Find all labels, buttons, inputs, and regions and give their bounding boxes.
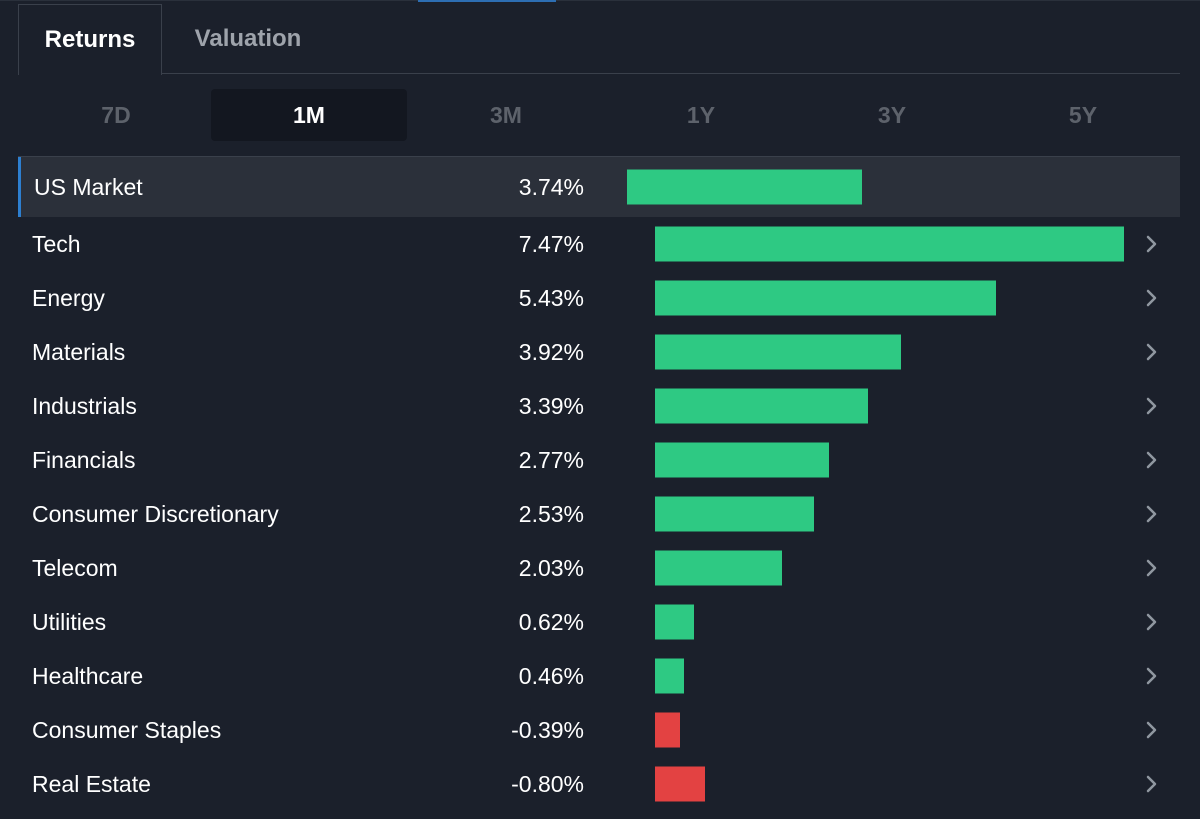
return-bar [655, 226, 1124, 262]
sector-list: US Market 3.74% Tech 7.47% Energy 5.43% Materi… [18, 157, 1180, 811]
sector-return-value: 3.92% [518, 338, 584, 365]
chevron-right-icon[interactable] [1146, 271, 1158, 325]
section-divider [18, 156, 1180, 157]
sector-return-value: 2.77% [518, 446, 584, 473]
sector-return-value: 0.46% [518, 662, 584, 689]
sector-row[interactable]: Tech 7.47% [18, 217, 1180, 271]
period-1y[interactable]: 1Y [686, 101, 716, 128]
sector-row[interactable]: Utilities 0.62% [18, 595, 1180, 649]
sector-name: Industrials [32, 392, 137, 419]
chevron-right-icon[interactable] [1146, 433, 1158, 487]
sector-name: Consumer Staples [32, 716, 222, 743]
sector-return-value: 7.47% [518, 230, 584, 257]
return-bar [655, 604, 694, 640]
return-bar [655, 550, 782, 586]
return-bar [655, 712, 680, 748]
return-bar [627, 169, 862, 205]
sector-row[interactable]: Telecom 2.03% [18, 541, 1180, 595]
sector-name: Tech [32, 230, 81, 257]
return-bar [655, 388, 868, 424]
sector-name: Financials [32, 446, 136, 473]
period-7d[interactable]: 7D [101, 101, 131, 128]
main-tabs: Returns Valuation [18, 4, 1180, 75]
sector-row[interactable]: Real Estate -0.80% [18, 757, 1180, 811]
top-border [0, 0, 1200, 1]
sector-row[interactable]: Materials 3.92% [18, 325, 1180, 379]
sector-return-value: -0.39% [511, 716, 584, 743]
sector-name: US Market [34, 173, 143, 200]
sector-name: Materials [32, 338, 126, 365]
sector-return-value: 0.62% [518, 608, 584, 635]
chevron-right-icon[interactable] [1146, 595, 1158, 649]
sector-name: Telecom [32, 554, 118, 581]
sector-return-value: -0.80% [511, 770, 584, 797]
return-bar [655, 496, 814, 532]
chevron-right-icon[interactable] [1146, 757, 1158, 811]
selected-row-accent [18, 157, 21, 217]
period-5y[interactable]: 5Y [1068, 101, 1098, 128]
sector-row[interactable]: Energy 5.43% [18, 271, 1180, 325]
sector-return-value: 2.53% [518, 500, 584, 527]
period-3m[interactable]: 3M [490, 101, 522, 128]
sector-row[interactable]: Consumer Discretionary 2.53% [18, 487, 1180, 541]
chevron-right-icon[interactable] [1146, 703, 1158, 757]
sector-row[interactable]: Consumer Staples -0.39% [18, 703, 1180, 757]
return-bar [655, 658, 684, 694]
tab-returns[interactable]: Returns [18, 4, 162, 75]
sector-name: Utilities [32, 608, 107, 635]
chevron-right-icon[interactable] [1146, 541, 1158, 595]
chevron-right-icon[interactable] [1146, 487, 1158, 541]
sector-return-value: 3.74% [518, 173, 584, 200]
chevron-right-icon[interactable] [1146, 649, 1158, 703]
period-selector: 7D 1M 3M 1Y 3Y 5Y [18, 89, 1180, 141]
sector-row[interactable]: Healthcare 0.46% [18, 649, 1180, 703]
period-3y[interactable]: 3Y [877, 101, 907, 128]
sector-name: Energy [32, 284, 105, 311]
sector-row[interactable]: Industrials 3.39% [18, 379, 1180, 433]
return-bar [655, 766, 705, 802]
chevron-right-icon[interactable] [1146, 217, 1158, 271]
sector-name: Real Estate [32, 770, 151, 797]
chevron-right-icon[interactable] [1146, 325, 1158, 379]
return-bar [655, 334, 901, 370]
row-us-market[interactable]: US Market 3.74% [18, 157, 1180, 217]
sector-name: Healthcare [32, 662, 144, 689]
sector-return-value: 3.39% [518, 392, 584, 419]
top-accent-line [418, 0, 556, 2]
sector-return-value: 2.03% [518, 554, 584, 581]
return-bar [655, 442, 829, 478]
sector-row[interactable]: Financials 2.77% [18, 433, 1180, 487]
sector-return-value: 5.43% [518, 284, 584, 311]
sector-name: Consumer Discretionary [32, 500, 279, 527]
return-bar [655, 280, 996, 316]
period-1m[interactable]: 1M [211, 89, 407, 141]
tab-valuation[interactable]: Valuation [194, 24, 302, 52]
chevron-right-icon[interactable] [1146, 379, 1158, 433]
